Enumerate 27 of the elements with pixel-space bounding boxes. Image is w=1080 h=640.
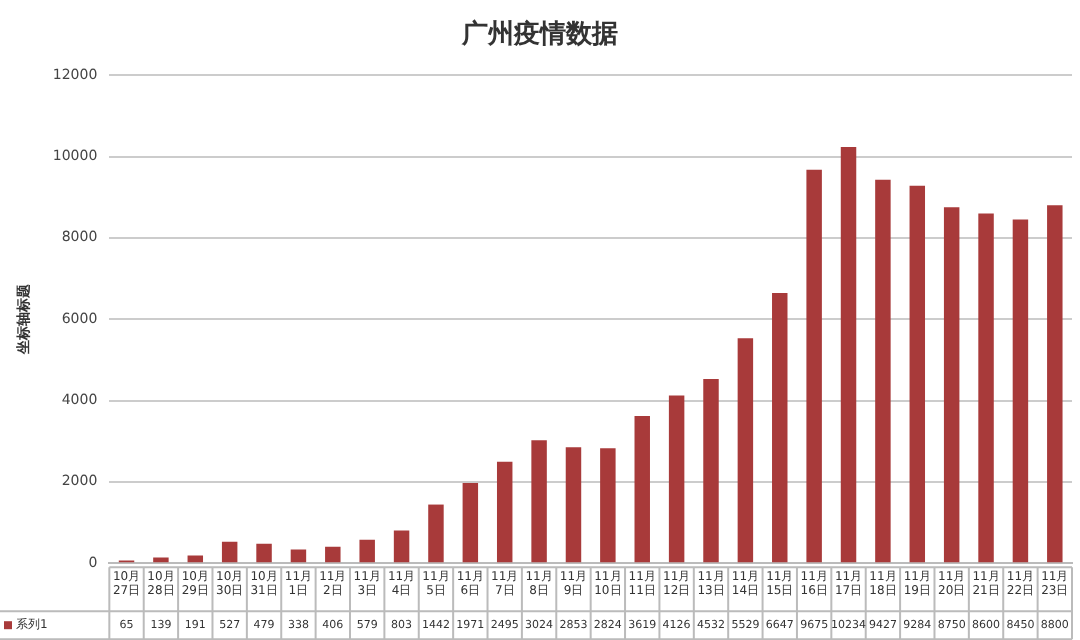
bar xyxy=(875,179,891,563)
bar xyxy=(668,395,685,563)
bar xyxy=(359,539,375,563)
bar xyxy=(393,530,410,563)
bar xyxy=(909,185,926,563)
bar xyxy=(1047,205,1063,563)
bar xyxy=(978,213,994,563)
bar xyxy=(634,416,650,563)
bar xyxy=(496,461,513,563)
bar xyxy=(531,440,547,563)
bar xyxy=(703,378,719,563)
bar xyxy=(1012,219,1029,563)
bar xyxy=(256,543,272,563)
bar xyxy=(325,546,341,563)
bar xyxy=(221,541,238,563)
bar xyxy=(943,207,960,563)
chart-title: 广州疫情数据 xyxy=(460,18,618,51)
bar xyxy=(772,292,788,563)
bar xyxy=(290,549,307,563)
bar xyxy=(428,504,444,563)
bar xyxy=(806,169,822,563)
bar xyxy=(600,448,616,563)
bar xyxy=(737,338,754,563)
bar xyxy=(187,555,204,563)
bar xyxy=(840,147,857,563)
bar xyxy=(565,447,582,563)
bar xyxy=(462,483,479,563)
